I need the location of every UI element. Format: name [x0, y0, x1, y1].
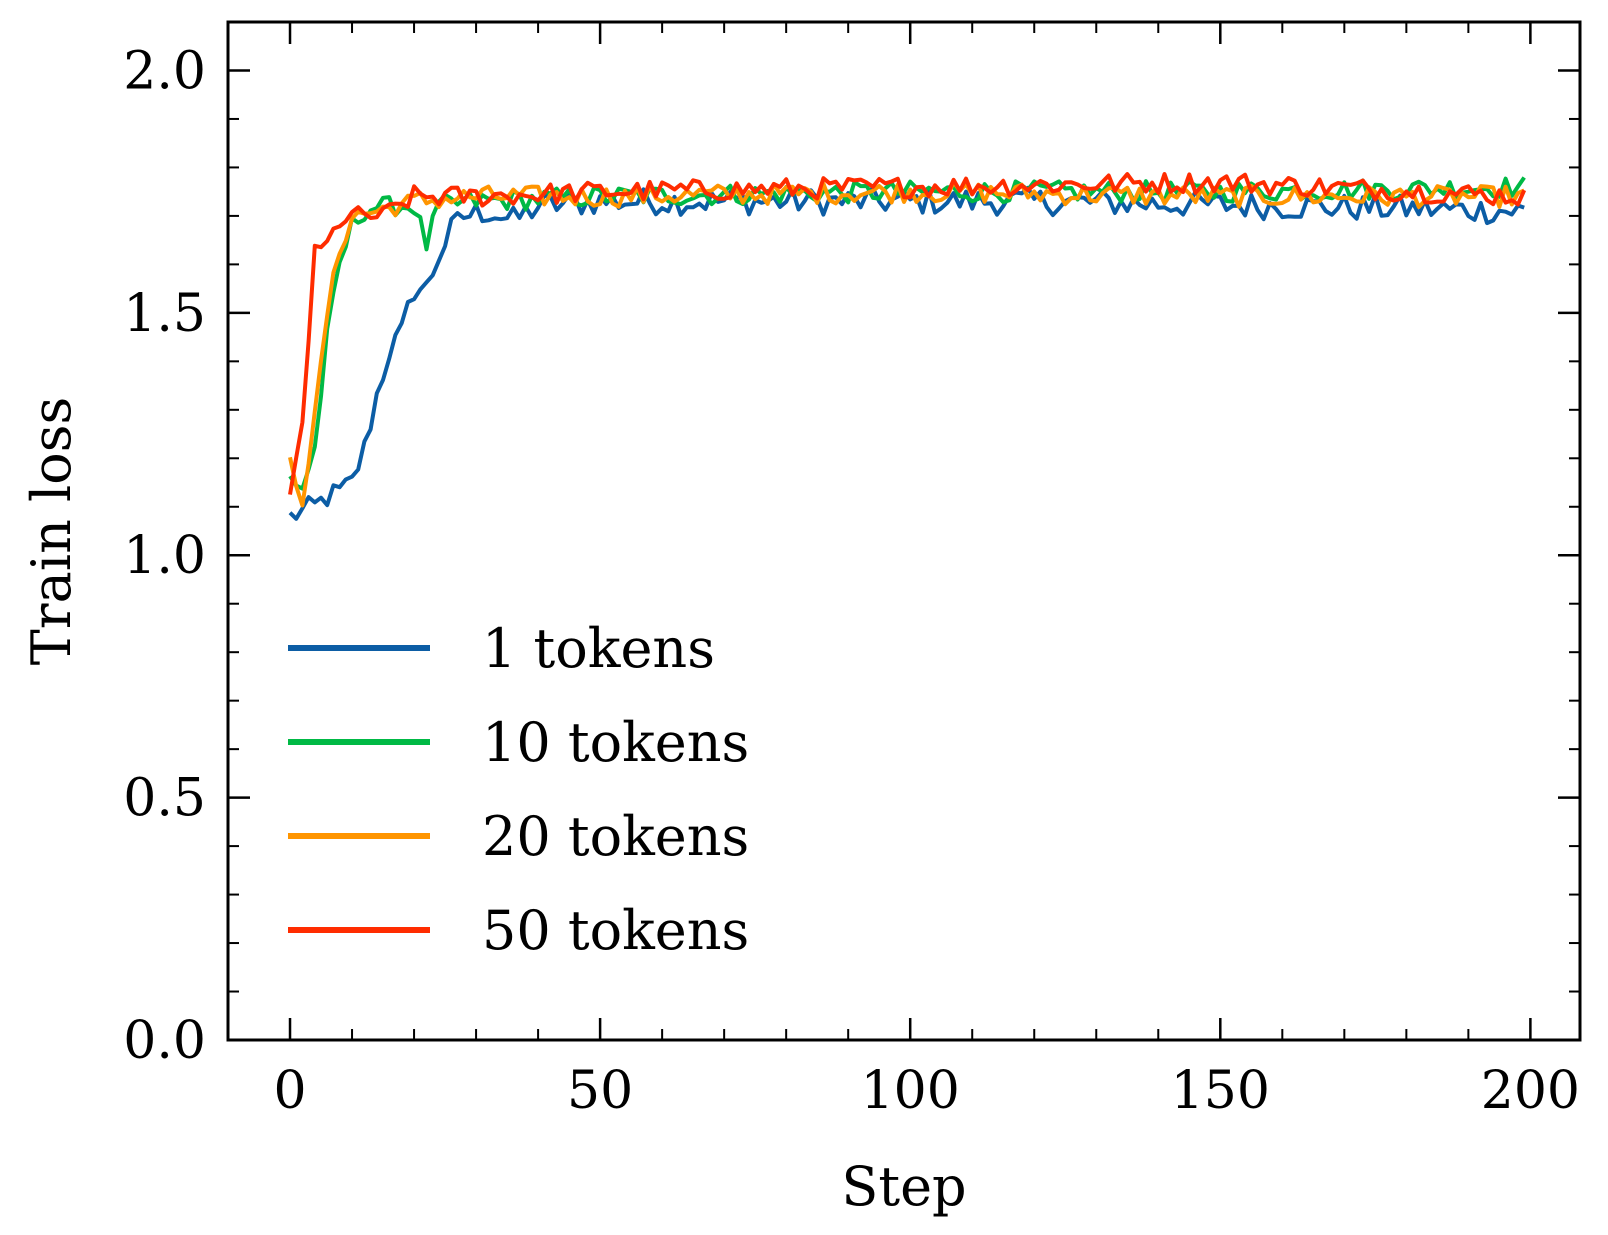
x-tick-label: 0: [273, 1061, 306, 1121]
y-tick-label: 2.0: [123, 41, 206, 101]
legend-label: 50 tokens: [482, 899, 749, 962]
series-line: [288, 180, 1525, 508]
x-tick-label: 150: [1171, 1061, 1270, 1121]
series-line: [288, 185, 1525, 521]
x-tick-label: 200: [1481, 1061, 1580, 1121]
x-axis-label: Step: [841, 1155, 966, 1218]
legend-label: 1 tokens: [482, 617, 715, 680]
legend-label: 20 tokens: [482, 805, 749, 868]
plot-lines: [288, 172, 1527, 521]
plot-frame: [226, 20, 1582, 1042]
y-tick-label: 0.5: [123, 769, 206, 829]
y-axis-ticks: 0.0 0.5 1.0 1.5 2.0: [123, 41, 1580, 1071]
y-tick-label: 0.0: [123, 1011, 206, 1071]
y-tick-label: 1.5: [123, 284, 206, 344]
x-tick-label: 50: [567, 1061, 633, 1121]
series-line: [288, 172, 1527, 495]
series-line: [288, 176, 1526, 491]
x-axis-ticks: 0 50 100 150 200: [227, 22, 1580, 1121]
y-tick-label: 1.0: [123, 526, 206, 586]
y-axis-label: Train loss: [20, 397, 83, 665]
legend: 1 tokens 10 tokens 20 tokens 50 tokens: [288, 617, 749, 962]
x-tick-label: 100: [861, 1061, 960, 1121]
legend-label: 10 tokens: [482, 711, 749, 774]
